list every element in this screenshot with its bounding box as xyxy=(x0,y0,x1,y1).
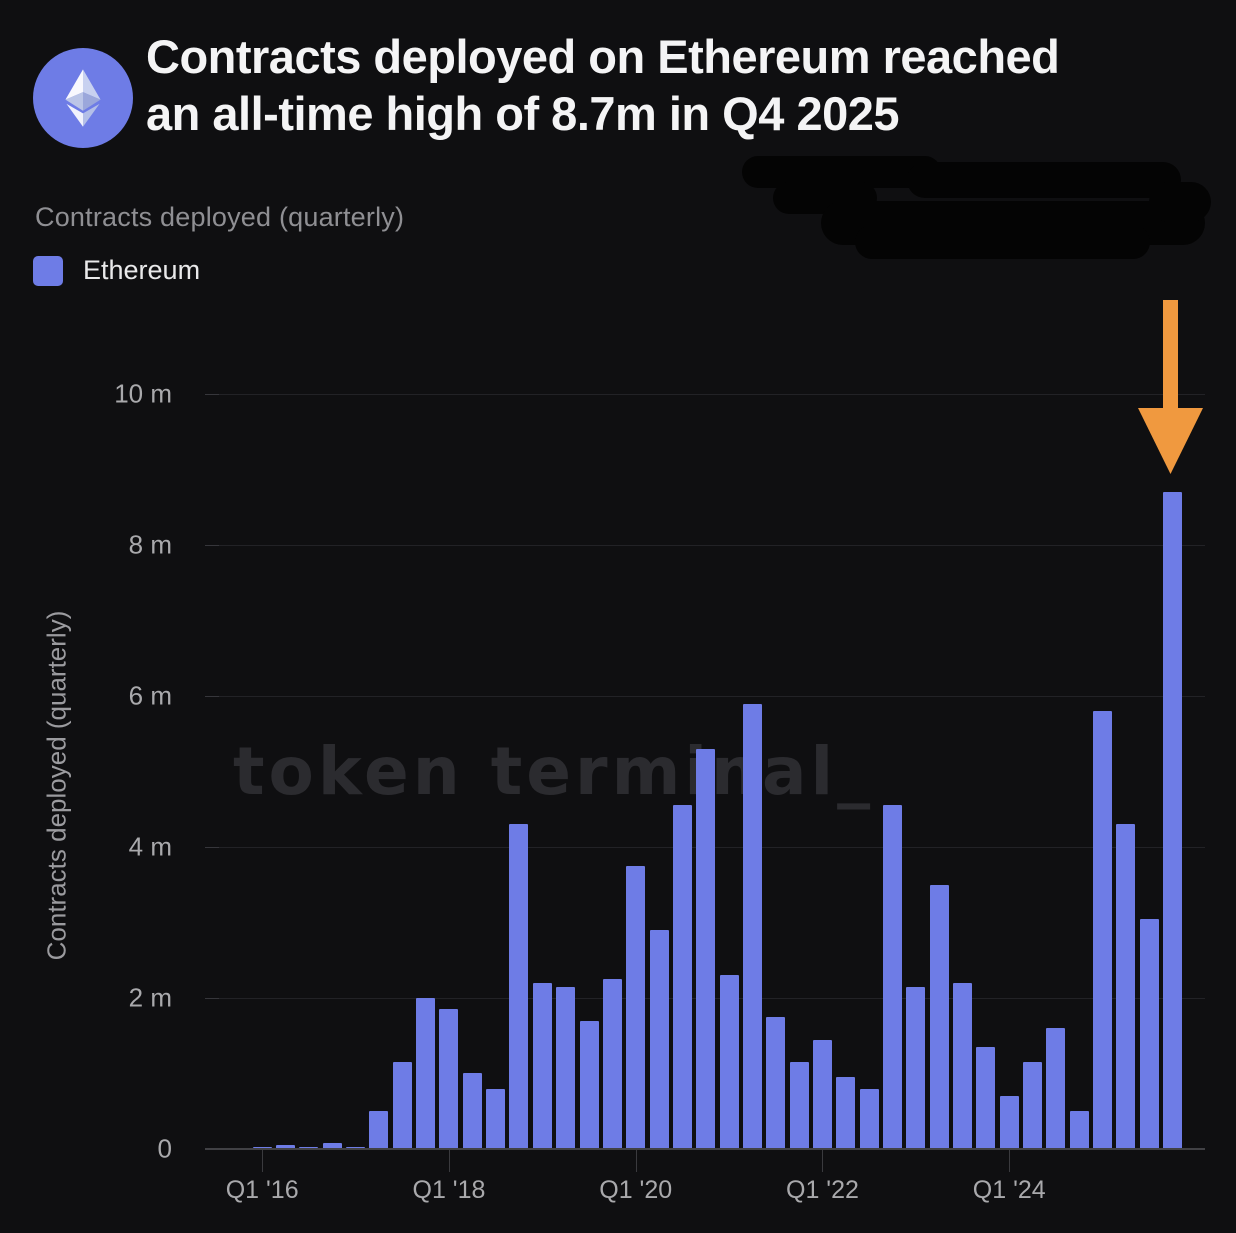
gridline-10m xyxy=(219,394,1205,395)
bar-q221 xyxy=(742,704,762,1149)
bar-q421 xyxy=(789,1062,809,1149)
bar-q417 xyxy=(416,998,436,1149)
x-tick-label: Q1 '24 xyxy=(972,1176,1046,1204)
bar-q319 xyxy=(579,1021,599,1149)
bar-q424 xyxy=(1069,1111,1089,1149)
bar-q120 xyxy=(626,866,646,1149)
x-tick-mark xyxy=(635,1150,637,1172)
gridline-tick-2m xyxy=(205,998,219,999)
bar-q118 xyxy=(439,1009,459,1149)
bar-q323 xyxy=(953,983,973,1149)
legend: Ethereum xyxy=(33,255,200,286)
y-tick-label: 2 m xyxy=(128,982,172,1013)
bar-q416 xyxy=(322,1143,342,1149)
gridline-tick-4m xyxy=(205,847,219,848)
title-line-1: Contracts deployed on Ethereum reached xyxy=(146,30,1060,83)
x-tick-label: Q1 '18 xyxy=(412,1176,486,1204)
gridline-tick-10m xyxy=(205,394,219,395)
bar-q318 xyxy=(486,1089,506,1149)
x-tick-label: Q1 '22 xyxy=(786,1176,859,1204)
bar-q217 xyxy=(369,1111,389,1149)
bar-q425 xyxy=(1163,492,1183,1149)
bar-q321 xyxy=(766,1017,786,1149)
bar-q317 xyxy=(392,1062,412,1149)
bar-q125 xyxy=(1093,711,1113,1149)
legend-label: Ethereum xyxy=(83,255,201,285)
gridline-tick-6m xyxy=(205,696,219,697)
chart-subtitle: Contracts deployed (quarterly) xyxy=(35,202,405,232)
x-tick-mark xyxy=(448,1150,450,1172)
y-axis-title: Contracts deployed (quarterly) xyxy=(41,610,72,961)
bar-q119 xyxy=(532,983,552,1149)
bar-q325 xyxy=(1139,919,1159,1149)
bar-q324 xyxy=(1046,1028,1066,1149)
bar-q322 xyxy=(859,1089,879,1149)
ethereum-logo-icon xyxy=(33,48,133,148)
bar-q419 xyxy=(602,979,622,1149)
y-tick-label: 10 m xyxy=(114,378,172,409)
y-tick-label: 4 m xyxy=(128,831,172,862)
gridline-tick-8m xyxy=(205,545,219,546)
y-tick-label: 0 xyxy=(157,1133,172,1164)
gridline-8m xyxy=(219,545,1205,546)
page-title: Contracts deployed on Ethereum reached a… xyxy=(146,28,1231,142)
bar-q223 xyxy=(929,885,949,1149)
redaction-scribble xyxy=(742,156,1211,259)
bar-q320 xyxy=(672,805,692,1149)
bar-q222 xyxy=(836,1077,856,1149)
bar-q122 xyxy=(812,1040,832,1149)
bar-q123 xyxy=(906,987,926,1149)
gridline-6m xyxy=(219,696,1205,697)
ethereum-diamond-glyph xyxy=(65,69,101,127)
bar-q220 xyxy=(649,930,669,1149)
bar-q418 xyxy=(509,824,529,1149)
title-line-2: an all-time high of 8.7m in Q4 2025 xyxy=(146,87,900,140)
y-tick-label: 6 m xyxy=(128,680,172,711)
bar-q121 xyxy=(719,975,739,1149)
x-tick-mark xyxy=(822,1150,824,1172)
x-tick-mark xyxy=(262,1150,264,1172)
y-tick-label: 8 m xyxy=(128,529,172,560)
bar-q423 xyxy=(976,1047,996,1149)
x-tick-label: Q1 '20 xyxy=(599,1176,673,1204)
legend-swatch-icon xyxy=(33,255,63,286)
bar-q422 xyxy=(883,805,902,1149)
watermark: token terminal_ xyxy=(233,733,875,810)
bar-q124 xyxy=(999,1096,1019,1149)
bar-q224 xyxy=(1023,1062,1043,1149)
bar-q218 xyxy=(462,1073,482,1149)
bar-q219 xyxy=(556,987,576,1149)
x-tick-label: Q1 '16 xyxy=(225,1176,299,1204)
bar-q225 xyxy=(1116,824,1136,1149)
annotation-down-arrow-icon xyxy=(1138,300,1203,474)
bar-q216 xyxy=(276,1145,296,1149)
x-axis-line xyxy=(205,1148,1205,1150)
bar-q420 xyxy=(696,749,716,1149)
x-tick-mark xyxy=(1009,1150,1011,1172)
